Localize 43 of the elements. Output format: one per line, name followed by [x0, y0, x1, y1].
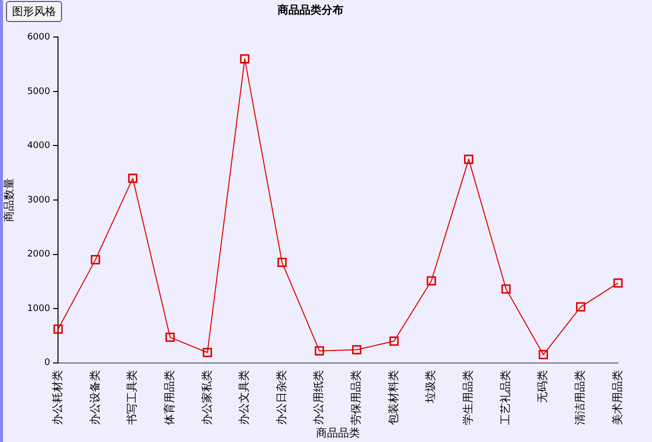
point	[128, 174, 138, 183]
x-tick-label: 办公耗材类	[50, 370, 64, 425]
point	[389, 336, 399, 346]
y-axis-title: 商品数量	[2, 178, 16, 222]
point	[165, 332, 175, 342]
point	[352, 345, 362, 354]
point	[202, 348, 212, 358]
chart-title: 商品品类分布	[276, 3, 344, 16]
point	[426, 276, 436, 286]
y-tick-label: 2000	[27, 250, 50, 260]
point	[613, 278, 623, 288]
x-tick-label: 劳保用品类	[350, 370, 363, 425]
point	[576, 302, 586, 312]
x-tick-label: 办公用纸类	[312, 370, 326, 425]
x-tick-label: 垃圾类	[424, 370, 438, 404]
x-tick-label: 办公家私类	[200, 370, 214, 425]
x-tick-label: 体育用品类	[162, 370, 176, 425]
style-button: 图形风格	[6, 1, 62, 22]
x-tick-label: 书写工具类	[126, 370, 139, 425]
point	[53, 324, 63, 334]
point	[464, 154, 474, 164]
y-tick-label: 3000	[27, 195, 50, 206]
x-axis-title: 商品品类	[316, 426, 360, 440]
point	[538, 350, 548, 360]
x-tick-label: 包装材料类	[386, 370, 400, 425]
point	[90, 255, 100, 264]
point	[314, 346, 324, 356]
x-tick-label: 美术用品类	[610, 370, 624, 425]
point	[501, 284, 511, 294]
x-tick-label: 办公日杂类	[274, 370, 288, 425]
x-tick-label: 办公文具类	[238, 370, 251, 425]
y-tick-label: 6000	[27, 32, 50, 43]
y-tick-label: 4000	[27, 141, 50, 152]
x-tick-label: 工艺礼品类	[498, 370, 512, 425]
y-tick-label: 5000	[27, 86, 50, 97]
y-tick-label: 0	[44, 358, 50, 368]
x-tick-label: 清洁用品类	[574, 370, 587, 425]
x-tick-label: 办公设备类	[88, 370, 102, 425]
point	[277, 258, 287, 268]
y-tick-label: 1000	[27, 304, 50, 314]
x-tick-label: 学生用品类	[462, 370, 475, 425]
point	[240, 54, 250, 64]
x-tick-label: 无码类	[536, 370, 550, 403]
